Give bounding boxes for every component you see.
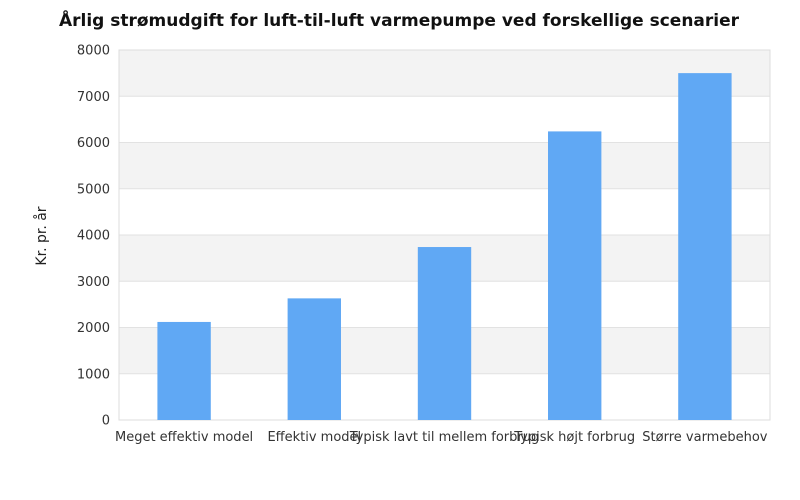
y-tick-label: 3000 xyxy=(77,275,110,290)
bar xyxy=(548,131,602,420)
y-tick-label: 6000 xyxy=(77,136,110,151)
bar xyxy=(157,321,211,420)
x-tick-label: Meget effektiv model xyxy=(115,430,253,445)
y-axis-label: Kr. pr. år xyxy=(33,206,50,265)
y-tick-label: 8000 xyxy=(77,44,110,59)
y-tick-label: 5000 xyxy=(77,182,110,197)
x-tick-label: Effektiv model xyxy=(267,430,361,445)
background-band xyxy=(119,142,770,189)
y-tick-label: 0 xyxy=(102,414,110,429)
bar xyxy=(287,298,341,420)
x-tick-label: Typisk lavt til mellem forbrug xyxy=(349,430,540,445)
x-tick-label: Typisk højt forbrug xyxy=(513,430,635,445)
x-tick-label: Større varmebehov xyxy=(642,430,767,445)
y-tick-label: 1000 xyxy=(77,367,110,382)
bar xyxy=(678,73,732,420)
chart-title: Årlig strømudgift for luft-til-luft varm… xyxy=(59,8,740,31)
y-tick-label: 2000 xyxy=(77,321,110,336)
background-band xyxy=(119,50,770,97)
y-tick-label: 7000 xyxy=(77,90,110,105)
x-axis-ticks: Meget effektiv model Effektiv modelTypisk… xyxy=(115,430,768,445)
y-tick-label: 4000 xyxy=(77,229,110,244)
bar xyxy=(417,247,472,420)
bars xyxy=(157,73,732,420)
y-axis-ticks: 0 1000 2000 3000 4000 5000 6000 7000 8000 xyxy=(77,44,110,429)
